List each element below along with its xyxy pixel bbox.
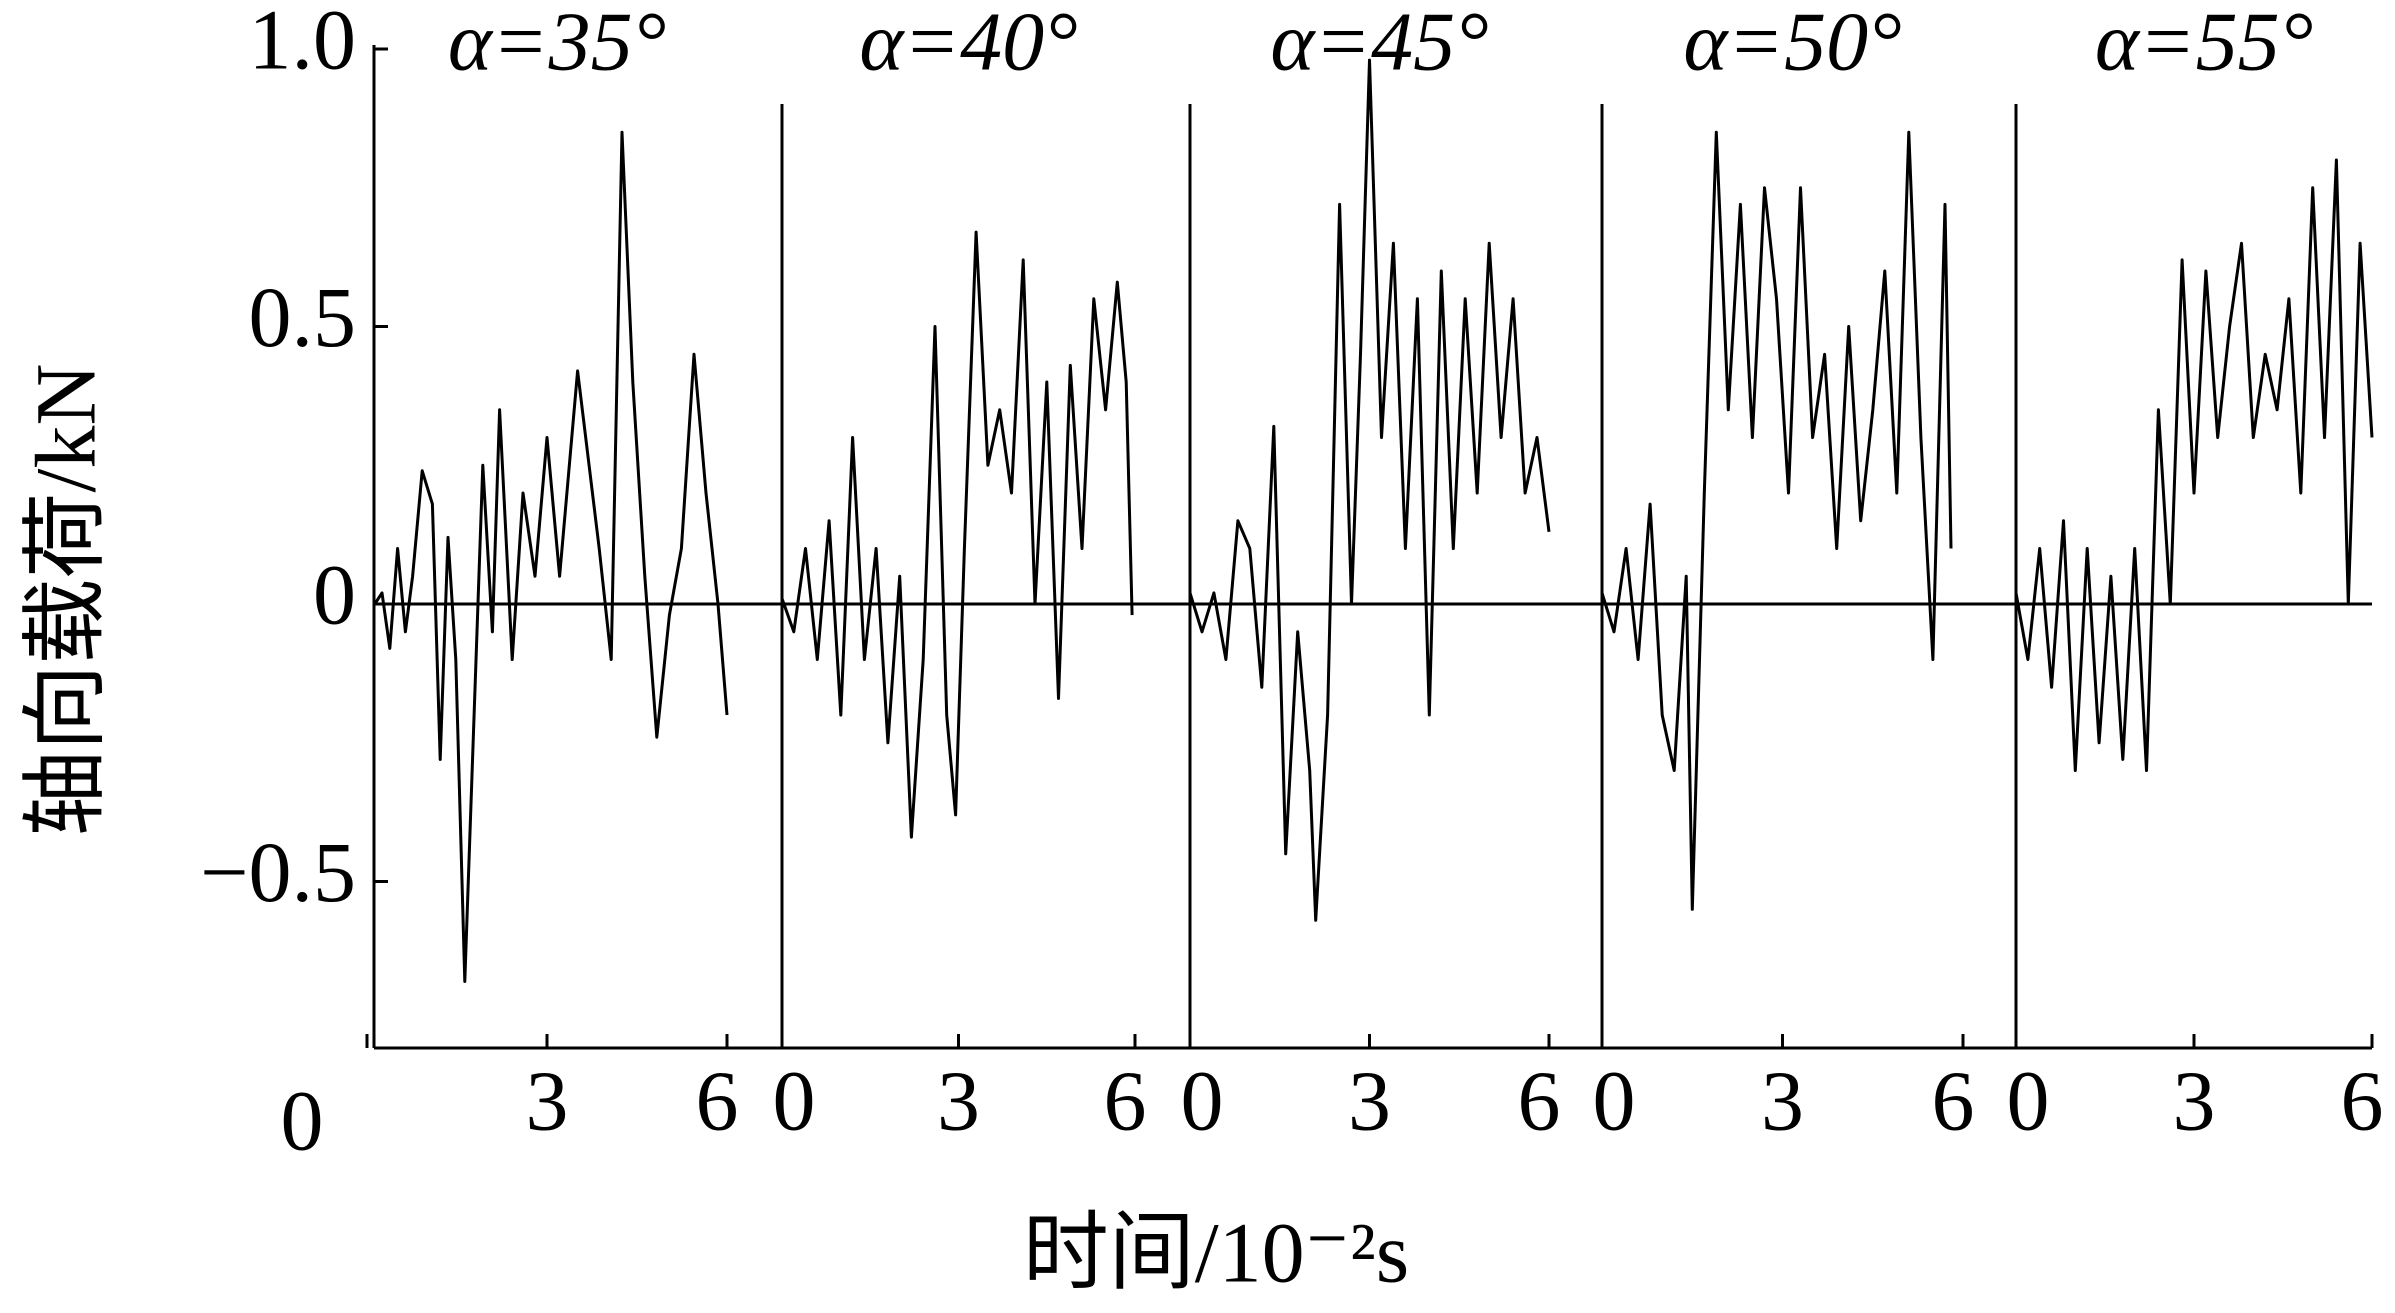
x-tick-label: 3 [2173,1053,2216,1149]
data-line [1600,130,1953,911]
data-line [780,230,1134,839]
data-line [373,130,729,983]
panel-title: α=50° [1683,0,1901,88]
x-tick-label: 0 [773,1053,816,1149]
x-tick-label: 6 [1932,1053,1975,1149]
y-axis-label: 轴向载荷/kN [18,364,114,837]
y-tick-label: 1.0 [249,0,357,88]
panel-title: α=55° [2095,0,2313,88]
y-tick-label: −0.5 [200,824,356,920]
x-tick-label: 6 [1518,1053,1561,1149]
x-tick-label: 3 [937,1053,980,1149]
y-tick-label: 0.5 [249,269,357,365]
x-tick-label: 0 [1593,1053,1636,1149]
x-tick-label: 6 [696,1053,739,1149]
x-tick-label: 3 [1761,1053,1804,1149]
x-tick-label: 3 [526,1053,569,1149]
x-tick-label: 3 [1348,1053,1391,1149]
x-tick-label: 0 [281,1073,324,1169]
data-line [2014,158,2374,772]
panel-title: α=45° [1270,0,1488,88]
panel-title: α=35° [448,0,666,88]
y-tick-label: 0 [313,547,356,643]
x-tick-label: 6 [2341,1053,2384,1149]
x-tick-label: 6 [1104,1053,1147,1149]
x-axis-label: 时间/10⁻²s [1023,1205,1410,1301]
x-tick-label: 0 [2007,1053,2050,1149]
panel-title: α=40° [859,0,1077,88]
x-tick-label: 0 [1181,1053,1224,1149]
data-line [1188,58,1551,922]
